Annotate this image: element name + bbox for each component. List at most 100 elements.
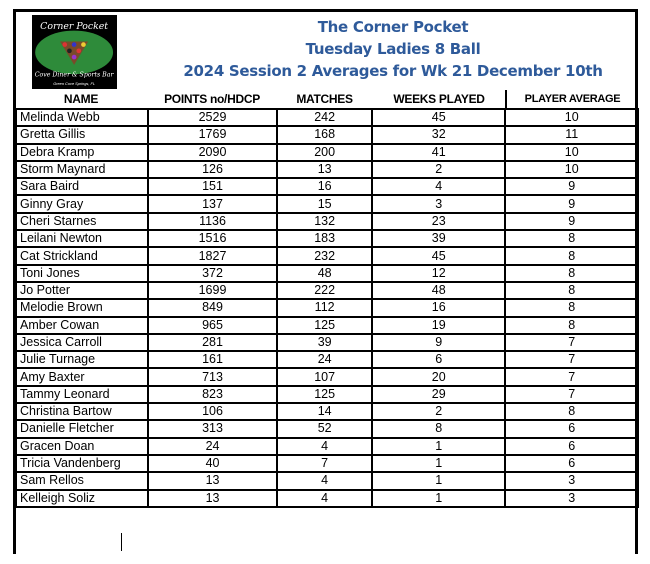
table-row: Christina Bartow 106 14 2 8 [15, 402, 639, 422]
cell-matches: 4 [276, 436, 373, 456]
cell-player-average: 9 [504, 194, 639, 214]
averages-table: Melinda Webb 2529 242 45 10 Gretta Gillis 1769… [15, 107, 639, 508]
cell-matches: 16 [276, 177, 373, 197]
cell-weeks-played: 1 [370, 471, 507, 491]
table-row: Melodie Brown 849 112 16 8 [15, 298, 639, 318]
cell-points: 1769 [146, 125, 279, 145]
cell-weeks-played: 8 [370, 419, 507, 439]
cell-player-average: 10 [504, 142, 639, 162]
table-row: Kelleigh Soliz 13 4 1 3 [15, 488, 639, 508]
cell-player-average: 10 [504, 107, 639, 128]
cell-name: Gracen Doan [15, 436, 149, 456]
cell-player-average: 3 [504, 471, 639, 491]
cell-weeks-played: 32 [370, 125, 507, 145]
table-row: Melinda Webb 2529 242 45 10 [15, 107, 639, 128]
table-row: Amy Baxter 713 107 20 7 [15, 367, 639, 387]
table-row: Julie Turnage 161 24 6 7 [15, 350, 639, 370]
cell-points: 1516 [146, 229, 279, 249]
stray-cell-border [121, 533, 122, 551]
table-row: Sam Rellos 13 4 1 3 [15, 471, 639, 491]
cell-weeks-played: 9 [370, 332, 507, 353]
cell-player-average: 6 [504, 419, 639, 439]
cell-weeks-played: 16 [370, 298, 507, 318]
cell-points: 13 [146, 488, 279, 508]
table-row: Toni Jones 372 48 12 8 [15, 263, 639, 283]
cell-weeks-played: 12 [370, 263, 507, 283]
header-weeks: WEEKS PLAYED [393, 92, 485, 106]
cell-matches: 200 [276, 142, 373, 162]
cell-name: Sam Rellos [15, 471, 149, 491]
cell-player-average: 11 [504, 125, 639, 145]
cell-points: 281 [146, 332, 279, 353]
cell-points: 2529 [146, 107, 279, 128]
table-row: Cat Strickland 1827 232 45 8 [15, 246, 639, 266]
cell-weeks-played: 45 [370, 107, 507, 128]
cell-matches: 125 [276, 384, 373, 405]
cell-points: 1136 [146, 211, 279, 232]
table-row: Gracen Doan 24 4 1 6 [15, 436, 639, 456]
cell-matches: 222 [276, 280, 373, 301]
cell-weeks-played: 1 [370, 453, 507, 474]
table-row: Gretta Gillis 1769 168 32 11 [15, 125, 639, 145]
cell-matches: 48 [276, 263, 373, 283]
cell-weeks-played: 41 [370, 142, 507, 162]
cell-matches: 242 [276, 107, 373, 128]
cell-points: 1827 [146, 246, 279, 266]
cell-player-average: 8 [504, 246, 639, 266]
cell-player-average: 8 [504, 229, 639, 249]
cell-weeks-played: 19 [370, 315, 507, 335]
cell-matches: 52 [276, 419, 373, 439]
cell-player-average: 8 [504, 315, 639, 335]
cell-matches: 4 [276, 488, 373, 508]
cell-player-average: 9 [504, 211, 639, 232]
cell-weeks-played: 2 [370, 159, 507, 180]
cell-points: 823 [146, 384, 279, 405]
cell-matches: 13 [276, 159, 373, 180]
cell-name: Melinda Webb [15, 107, 149, 128]
header-matches: MATCHES [296, 92, 353, 106]
cell-matches: 4 [276, 471, 373, 491]
cell-weeks-played: 1 [370, 436, 507, 456]
header-points: POINTS no/HDCP [164, 92, 260, 106]
header-name: NAME [63, 92, 99, 106]
corner-pocket-logo: Corner Pocket Cove Diner & Sports Bar Gr… [32, 15, 117, 89]
cell-weeks-played: 2 [370, 402, 507, 422]
cell-player-average: 9 [504, 177, 639, 197]
cell-matches: 112 [276, 298, 373, 318]
cell-name: Kelleigh Soliz [15, 488, 149, 508]
cell-name: Amber Cowan [15, 315, 149, 335]
cell-matches: 14 [276, 402, 373, 422]
cell-weeks-played: 45 [370, 246, 507, 266]
cell-name: Melodie Brown [15, 298, 149, 318]
cell-points: 713 [146, 367, 279, 387]
cell-points: 161 [146, 350, 279, 370]
cell-matches: 183 [276, 229, 373, 249]
cell-points: 1699 [146, 280, 279, 301]
cell-weeks-played: 1 [370, 488, 507, 508]
cell-player-average: 8 [504, 402, 639, 422]
svg-text:Green Cove Springs, FL: Green Cove Springs, FL [53, 81, 95, 86]
table-row: Storm Maynard 126 13 2 10 [15, 159, 639, 180]
cell-matches: 125 [276, 315, 373, 335]
cell-name: Jo Potter [15, 280, 149, 301]
cell-points: 13 [146, 471, 279, 491]
cell-points: 849 [146, 298, 279, 318]
cell-matches: 107 [276, 367, 373, 387]
svg-text:Corner Pocket: Corner Pocket [40, 21, 108, 32]
table-row: Tammy Leonard 823 125 29 7 [15, 384, 639, 405]
table-row: Jessica Carroll 281 39 9 7 [15, 332, 639, 353]
cell-weeks-played: 6 [370, 350, 507, 370]
cell-player-average: 10 [504, 159, 639, 180]
cell-player-average: 7 [504, 350, 639, 370]
cell-weeks-played: 4 [370, 177, 507, 197]
cell-player-average: 8 [504, 280, 639, 301]
cell-name: Amy Baxter [15, 367, 149, 387]
cell-matches: 24 [276, 350, 373, 370]
table-row: Leilani Newton 1516 183 39 8 [15, 229, 639, 249]
cell-points: 126 [146, 159, 279, 180]
cell-name: Danielle Fletcher [15, 419, 149, 439]
table-row: Cheri Starnes 1136 132 23 9 [15, 211, 639, 232]
table-row: Debra Kramp 2090 200 41 10 [15, 142, 639, 162]
league-title: Tuesday Ladies 8 Ball [305, 40, 481, 58]
cell-matches: 39 [276, 332, 373, 353]
